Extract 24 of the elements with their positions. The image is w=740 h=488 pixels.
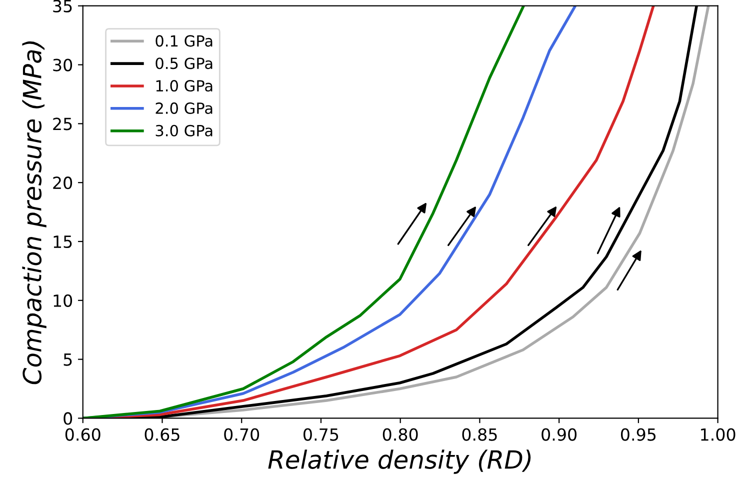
x-tick-label: 0.75 xyxy=(304,428,338,441)
x-tick-label: 0.95 xyxy=(620,428,656,441)
legend-label: 2.0 GPa xyxy=(156,102,212,114)
legend-label: 1.0 GPa xyxy=(156,80,212,92)
x-tick-label: 0.80 xyxy=(382,428,418,441)
x-tick-label: 0.65 xyxy=(144,428,180,441)
x-tick-label: 0.60 xyxy=(65,428,100,441)
y-tick-label: 15 xyxy=(54,236,72,248)
x-tick-label: 0.70 xyxy=(224,428,260,441)
y-axis-title: Compaction pressure (MPa) xyxy=(22,41,46,384)
y-tick-label: 10 xyxy=(54,294,72,307)
x-tick-label: 0.90 xyxy=(542,428,577,441)
legend-label: 0.1 GPa xyxy=(156,35,212,47)
y-tick-label: 5 xyxy=(64,353,72,366)
x-axis-title: Relative density (RD) xyxy=(268,450,531,474)
y-tick-label: 0 xyxy=(64,412,72,425)
legend-label: 0.5 GPa xyxy=(156,58,212,70)
x-tick-label: 0.85 xyxy=(462,428,497,441)
y-tick-label: 20 xyxy=(53,176,72,190)
legend-label: 3.0 GPa xyxy=(156,124,212,136)
y-tick-label: 35 xyxy=(53,0,72,12)
y-tick-label: 25 xyxy=(53,118,72,130)
y-tick-label: 30 xyxy=(53,58,72,72)
x-tick-label: 1.00 xyxy=(701,428,736,441)
